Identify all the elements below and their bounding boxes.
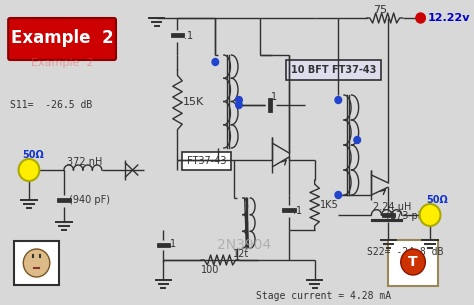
Circle shape (419, 204, 440, 226)
Circle shape (335, 96, 342, 103)
Text: .1: .1 (268, 92, 277, 102)
Text: 50Ω: 50Ω (426, 195, 448, 205)
Text: FT37-43: FT37-43 (187, 156, 227, 166)
Text: T: T (408, 255, 418, 269)
Bar (182, 152, 231, 170)
Circle shape (354, 137, 361, 143)
Text: 2.24 uH: 2.24 uH (374, 202, 412, 212)
Bar (286, 60, 381, 80)
Bar (388, 240, 438, 286)
Text: .1: .1 (167, 239, 176, 249)
Circle shape (335, 192, 342, 199)
Text: .1: .1 (184, 31, 193, 41)
Text: 10 BFT FT37-43: 10 BFT FT37-43 (291, 65, 376, 75)
Circle shape (401, 249, 425, 275)
Text: 2N3904: 2N3904 (217, 238, 271, 252)
Text: 12.22v: 12.22v (427, 13, 470, 23)
Circle shape (236, 102, 242, 109)
Text: 372 nH: 372 nH (67, 157, 102, 167)
Text: Stage current = 4.28 mA: Stage current = 4.28 mA (256, 291, 391, 301)
Circle shape (416, 13, 425, 23)
Text: Example  2: Example 2 (11, 29, 113, 47)
Text: 100: 100 (201, 265, 220, 275)
Text: 75: 75 (374, 5, 387, 15)
Circle shape (212, 59, 219, 66)
Circle shape (23, 249, 50, 277)
Bar (14, 241, 59, 285)
FancyBboxPatch shape (8, 18, 116, 60)
Circle shape (236, 96, 242, 103)
Text: 1K5: 1K5 (320, 200, 339, 210)
Circle shape (18, 159, 39, 181)
Text: S11=  -26.5 dB: S11= -26.5 dB (10, 100, 92, 110)
Text: 15K: 15K (183, 97, 204, 107)
Text: Example  2: Example 2 (31, 58, 93, 68)
Text: (940 pF): (940 pF) (69, 195, 109, 205)
Text: 12t: 12t (233, 249, 249, 259)
Text: (173 pF): (173 pF) (386, 211, 427, 221)
Text: 50Ω: 50Ω (22, 150, 44, 160)
Text: S22= -24.8 dB: S22= -24.8 dB (367, 247, 443, 257)
Text: .1: .1 (293, 206, 302, 216)
